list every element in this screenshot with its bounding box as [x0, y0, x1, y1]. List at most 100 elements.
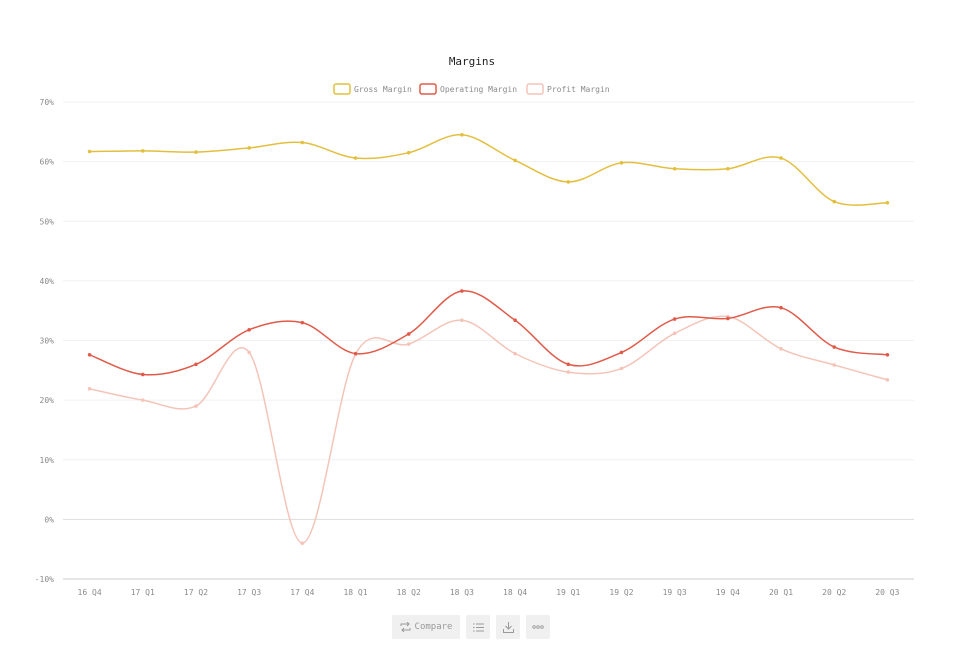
legend-label: Operating Margin [440, 85, 517, 94]
chart-toolbar: Compare [392, 615, 550, 639]
x-tick-label: 18 Q4 [503, 588, 527, 597]
data-point-gross-margin [353, 156, 358, 160]
download-button[interactable] [496, 615, 520, 639]
more-icon [532, 625, 544, 629]
data-point-profit-margin [300, 541, 305, 546]
data-point-gross-margin [194, 150, 198, 154]
data-point-operating-margin [406, 332, 411, 336]
data-point-gross-margin [300, 140, 305, 145]
x-tick-label: 20 Q1 [769, 588, 793, 597]
y-tick-label: 50% [40, 217, 55, 226]
data-point-profit-margin [619, 366, 624, 371]
data-point-profit-margin [513, 351, 517, 356]
legend-swatch [526, 83, 544, 95]
legend[interactable]: Gross Margin Operating Margin Profit Margi… [333, 83, 610, 95]
data-point-profit-margin [194, 404, 198, 408]
y-tick-label: 20% [40, 396, 55, 405]
y-tick-label: -10% [35, 575, 54, 584]
data-point-operating-margin [619, 350, 624, 355]
data-point-operating-margin [353, 351, 358, 356]
data-point-operating-margin [513, 318, 517, 323]
data-point-gross-margin [885, 200, 890, 205]
list-button[interactable] [466, 615, 490, 639]
data-point-operating-margin [194, 362, 198, 367]
x-tick-label: 17 Q4 [290, 588, 314, 597]
data-point-operating-margin [672, 317, 677, 321]
data-point-gross-margin [87, 149, 92, 154]
series-line-gross-margin [89, 134, 888, 206]
data-point-profit-margin [87, 386, 92, 391]
data-point-gross-margin [513, 158, 517, 163]
x-tick-label: 17 Q3 [237, 588, 261, 597]
legend-item-profit-margin[interactable]: Profit Margin [526, 83, 610, 95]
data-point-operating-margin [885, 353, 890, 357]
series-line-operating-margin [89, 290, 888, 376]
y-tick-label: 10% [40, 456, 55, 465]
data-point-profit-margin [406, 342, 411, 346]
x-tick-label: 17 Q2 [184, 588, 208, 597]
x-tick-label: 19 Q2 [609, 588, 633, 597]
data-point-gross-margin [566, 180, 571, 184]
compare-button[interactable]: Compare [392, 615, 460, 639]
data-point-operating-margin [247, 327, 251, 332]
x-tick-label: 19 Q1 [556, 588, 580, 597]
x-tick-label: 16 Q4 [78, 588, 102, 597]
data-point-operating-margin [87, 353, 92, 357]
compare-icon [400, 622, 411, 632]
legend-swatch [419, 83, 437, 95]
data-point-gross-margin [832, 199, 837, 204]
data-point-operating-margin [779, 305, 783, 310]
data-point-profit-margin [779, 347, 783, 351]
y-tick-label: 0% [44, 515, 54, 524]
data-point-gross-margin [406, 150, 411, 155]
data-point-profit-margin [460, 318, 464, 323]
y-tick-label: 40% [40, 277, 55, 286]
chart-title: Margins [449, 55, 495, 68]
data-point-operating-margin [140, 372, 145, 377]
x-tick-label: 17 Q1 [131, 588, 155, 597]
x-tick-label: 19 Q4 [716, 588, 740, 597]
data-point-gross-margin [619, 161, 624, 165]
series-points [87, 132, 890, 546]
legend-label: Profit Margin [547, 85, 610, 94]
data-point-profit-margin [885, 378, 890, 382]
list-icon [472, 623, 484, 632]
x-axis: 16 Q4 17 Q1 17 Q2 17 Q3 17 Q4 18 Q1 18 Q2 18 Q3… [78, 588, 900, 597]
data-point-operating-margin [300, 320, 305, 325]
y-tick-label: 30% [40, 337, 55, 346]
data-point-profit-margin [672, 331, 677, 336]
data-point-gross-margin [460, 132, 464, 137]
y-axis: -10% 0% 10% 20% 30% 40% 50% 60% 70% [35, 98, 54, 584]
legend-item-gross-margin[interactable]: Gross Margin [333, 83, 412, 95]
data-point-gross-margin [247, 146, 251, 150]
data-point-profit-margin [140, 398, 145, 402]
data-point-operating-margin [566, 362, 571, 367]
y-tick-label: 60% [40, 158, 55, 167]
grid [63, 101, 914, 580]
compare-label: Compare [414, 622, 453, 632]
data-point-operating-margin [832, 345, 837, 349]
y-tick-label: 70% [40, 98, 55, 107]
data-point-gross-margin [779, 156, 783, 160]
series-lines [89, 134, 888, 544]
series-line-profit-margin [89, 315, 888, 544]
x-tick-label: 20 Q2 [822, 588, 846, 597]
legend-label: Gross Margin [354, 85, 412, 94]
x-tick-label: 18 Q3 [450, 588, 474, 597]
data-point-gross-margin [140, 149, 145, 153]
legend-item-operating-margin[interactable]: Operating Margin [419, 83, 517, 95]
data-point-operating-margin [460, 289, 464, 293]
x-tick-label: 20 Q3 [875, 588, 899, 597]
data-point-gross-margin [726, 166, 730, 171]
more-button[interactable] [526, 615, 550, 639]
data-point-gross-margin [672, 166, 677, 171]
x-tick-label: 18 Q1 [343, 588, 367, 597]
x-tick-label: 19 Q3 [663, 588, 687, 597]
data-point-profit-margin [247, 350, 251, 355]
data-point-operating-margin [726, 316, 730, 321]
download-icon [502, 621, 514, 633]
legend-swatch [333, 83, 351, 95]
data-point-profit-margin [832, 363, 837, 367]
